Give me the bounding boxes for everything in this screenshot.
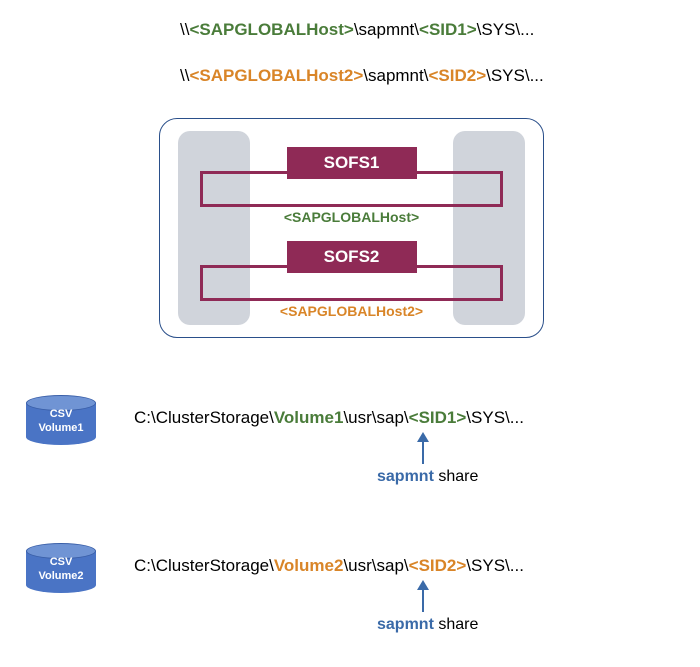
path-segment: \SYS\... bbox=[466, 408, 524, 427]
sid-placeholder: <SID2> bbox=[409, 556, 467, 575]
share-text: share bbox=[434, 468, 478, 485]
volume-placeholder: Volume2 bbox=[274, 556, 344, 575]
csv-line2: Volume1 bbox=[38, 422, 83, 434]
sid-placeholder: <SID2> bbox=[428, 66, 486, 85]
csv-line2: Volume2 bbox=[38, 570, 83, 582]
path-segment: \SYS\... bbox=[486, 66, 544, 85]
arrow-2 bbox=[417, 580, 429, 614]
host-placeholder: <SAPGLOBALHost> bbox=[189, 20, 353, 39]
unc-path-1: \\<SAPGLOBALHost>\sapmnt\<SID1>\SYS\... bbox=[180, 20, 534, 40]
path-segment: \sapmnt\ bbox=[354, 20, 419, 39]
csv-line1: CSV bbox=[50, 556, 73, 568]
csv-volume2-cylinder: CSV Volume2 bbox=[26, 543, 96, 593]
sofs2-host: <SAPGLOBALHost2> bbox=[280, 303, 423, 319]
local-path-1: C:\ClusterStorage\Volume1\usr\sap\<SID1>… bbox=[134, 408, 524, 428]
csv-volume1-cylinder: CSV Volume1 bbox=[26, 395, 96, 445]
path-segment: \SYS\... bbox=[477, 20, 535, 39]
arrow-line-icon bbox=[422, 440, 424, 464]
share-label-1: sapmnt share bbox=[377, 468, 478, 486]
sofs1-host: <SAPGLOBALHost> bbox=[284, 209, 419, 225]
sofs2-label: SOFS2 bbox=[287, 241, 417, 273]
path-segment: \usr\sap\ bbox=[343, 556, 408, 575]
share-label-2: sapmnt share bbox=[377, 616, 478, 634]
path-segment: \SYS\... bbox=[466, 556, 524, 575]
cluster-container: SOFS1 <SAPGLOBALHost> SOFS2 <SAPGLOBALHo… bbox=[159, 118, 544, 338]
arrow-line-icon bbox=[422, 588, 424, 612]
volume-placeholder: Volume1 bbox=[274, 408, 344, 427]
sofs1-label: SOFS1 bbox=[287, 147, 417, 179]
sid-placeholder: <SID1> bbox=[409, 408, 467, 427]
path-segment: C:\ClusterStorage\ bbox=[134, 408, 274, 427]
cylinder-label: CSV Volume1 bbox=[26, 407, 96, 436]
path-segment: \usr\sap\ bbox=[343, 408, 408, 427]
path-segment: \sapmnt\ bbox=[363, 66, 428, 85]
unc-path-2: \\<SAPGLOBALHost2>\sapmnt\<SID2>\SYS\... bbox=[180, 66, 544, 86]
csv-line1: CSV bbox=[50, 408, 73, 420]
share-text: share bbox=[434, 616, 478, 633]
local-path-2: C:\ClusterStorage\Volume2\usr\sap\<SID2>… bbox=[134, 556, 524, 576]
arrow-1 bbox=[417, 432, 429, 466]
sapmnt-text: sapmnt bbox=[377, 468, 434, 485]
sid-placeholder: <SID1> bbox=[419, 20, 477, 39]
sapmnt-text: sapmnt bbox=[377, 616, 434, 633]
host-placeholder: <SAPGLOBALHost2> bbox=[189, 66, 363, 85]
cylinder-label: CSV Volume2 bbox=[26, 555, 96, 584]
path-segment: C:\ClusterStorage\ bbox=[134, 556, 274, 575]
